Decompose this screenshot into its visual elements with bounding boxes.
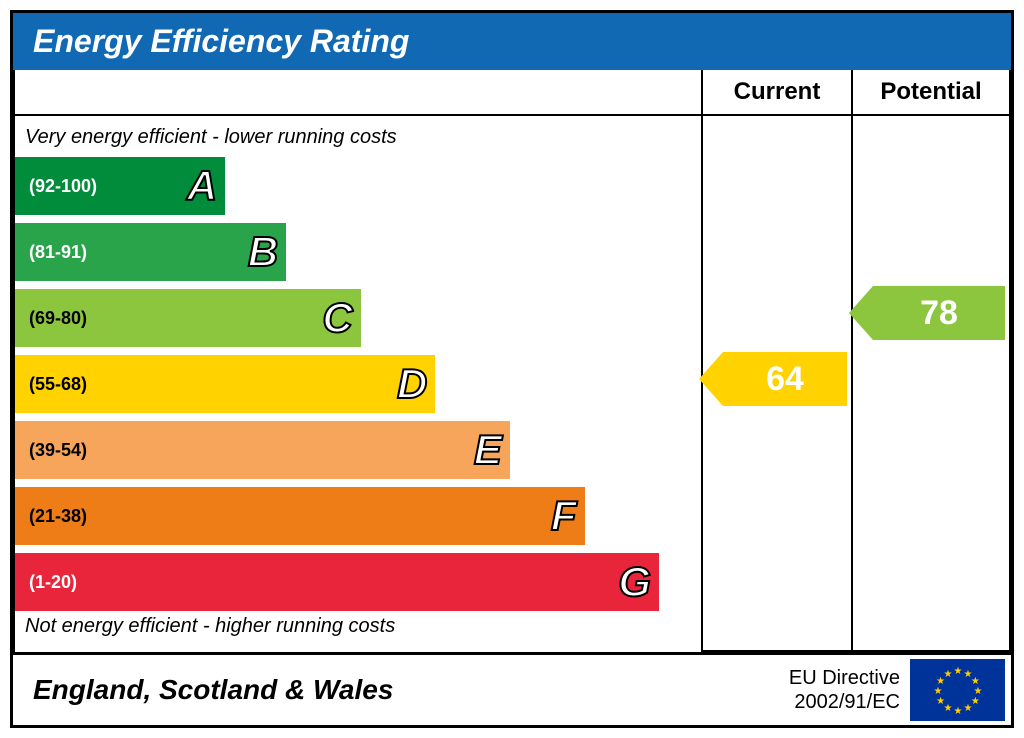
band-letter: D <box>397 360 427 408</box>
band-range: (39-54) <box>15 440 87 461</box>
band-g: (1-20) G <box>15 553 659 611</box>
band-letter: G <box>618 558 651 606</box>
band-letter: F <box>551 492 577 540</box>
band-a: (92-100) A <box>15 157 225 215</box>
header-potential: Potential <box>851 70 1011 116</box>
band-range: (55-68) <box>15 374 87 395</box>
current-pointer-value: 64 <box>723 352 847 406</box>
header-current: Current <box>701 70 851 116</box>
directive-line2: 2002/91/EC <box>794 691 900 713</box>
caption-top: Very energy efficient - lower running co… <box>15 122 693 157</box>
potential-pointer: 78 <box>849 286 1005 340</box>
band-range: (69-80) <box>15 308 87 329</box>
potential-column: 78 <box>851 116 1011 652</box>
title-bar: Energy Efficiency Rating <box>13 13 1011 70</box>
bands-column: Very energy efficient - lower running co… <box>13 116 701 652</box>
band-letter: E <box>474 426 502 474</box>
footer-directive: EU Directive 2002/91/EC <box>789 666 910 714</box>
band-range: (1-20) <box>15 572 77 593</box>
footer-region: England, Scotland & Wales <box>13 660 789 720</box>
band-b: (81-91) B <box>15 223 286 281</box>
epc-chart: Energy Efficiency Rating Current Potenti… <box>10 10 1014 728</box>
directive-line1: EU Directive <box>789 667 900 689</box>
band-letter: A <box>187 162 217 210</box>
band-f: (21-38) F <box>15 487 585 545</box>
bands-list: (92-100) A (81-91) B (69-80) C (55-68) D (39-54)… <box>15 157 693 611</box>
current-pointer: 64 <box>699 352 847 406</box>
caption-bottom: Not energy efficient - higher running co… <box>15 611 693 646</box>
band-letter: B <box>248 228 278 276</box>
band-e: (39-54) E <box>15 421 510 479</box>
band-letter: C <box>322 294 352 342</box>
potential-pointer-value: 78 <box>873 286 1005 340</box>
header-blank <box>13 70 701 116</box>
main-grid: Current Potential Very energy efficient … <box>13 70 1011 652</box>
band-range: (81-91) <box>15 242 87 263</box>
band-range: (21-38) <box>15 506 87 527</box>
footer: England, Scotland & Wales EU Directive 2… <box>13 652 1011 725</box>
band-range: (92-100) <box>15 176 97 197</box>
current-column: 64 <box>701 116 851 652</box>
band-c: (69-80) C <box>15 289 361 347</box>
eu-flag-icon: ★★★★★★★★★★★★ <box>910 659 1005 721</box>
band-d: (55-68) D <box>15 355 435 413</box>
